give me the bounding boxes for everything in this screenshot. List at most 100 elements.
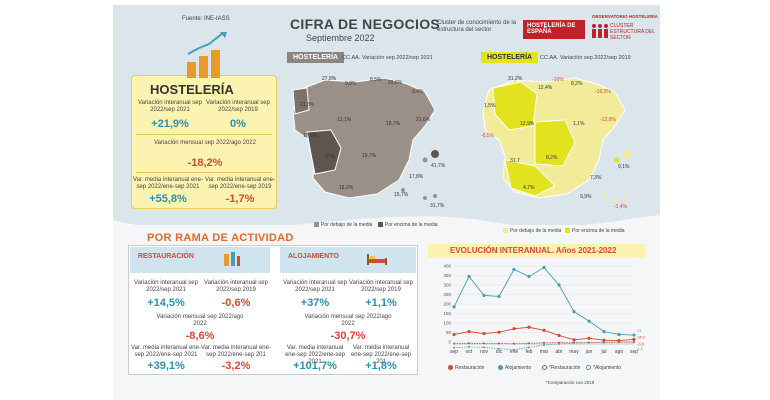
y-tick-label: 150 [443,311,451,316]
map1-region-label: 29,8% [388,80,403,86]
data-point [572,310,576,314]
rest-vs2019-label: Variación interanual sep 2022/sep 2019 [204,280,268,293]
data-point [467,330,471,334]
map2-region-label: 9,1% [618,164,630,170]
data-point [482,331,486,336]
y-tick-label: 200 [443,302,451,307]
legend-label: Restauración [455,365,485,371]
source-note: Fuente: INE-IASS [182,16,230,22]
wave-divider [113,215,660,250]
hosteleria-media-label: Var. media interanual ene-sep 2022/ene-s… [133,177,203,190]
map2-region-label: 7,3% [590,175,602,181]
end-value-label: 37 [637,328,642,333]
data-point [498,342,500,345]
legend-marker [542,365,547,371]
data-point [528,346,530,349]
data-point [543,341,545,344]
legend-label: *Alojamiento [593,365,622,371]
legend-label: Alojamiento [505,365,532,371]
map1-legend-below: Por debajo de la media [314,222,372,228]
data-point [513,342,515,345]
legend-item: *Alojamiento [586,365,621,371]
map2-region-label: 12,9% [520,121,535,127]
data-point [527,325,531,329]
rest-mensual-value: -8,6% [185,330,215,342]
hosteleria-media2019-value: -1,7% [225,193,255,205]
cluster-text: Cluster de conocimiento de la estructura… [437,20,517,33]
data-point [483,342,485,345]
rest-vs2019-value: -0,6% [221,297,251,309]
hosteleria-interanual-label: Variación interanual sep 2022/sep 2021 [138,100,202,113]
map1-region-label: 17,8% [409,174,424,180]
data-point [543,343,545,346]
data-point [453,342,455,345]
aloj-vs2019-value: +1,1% [365,297,397,309]
map2-caption: CC.AA. Variación sep 2022/sep 2019 [540,55,631,61]
data-point [602,330,606,334]
legend-swatch [378,222,383,228]
data-point [572,338,576,342]
map1-region-label: 19,7% [362,153,377,159]
hosteleria-vs2019-label: Variación interanual sep 2022/sep 2019 [206,100,270,113]
map1-region-label: 8,5% [370,77,382,83]
map1-region-label: 13,1% [337,117,352,123]
observatorio-cluster: CLUSTER ESTRUCTURA DEL SECTOR [610,23,655,41]
rest-interanual-value: +14,5% [147,297,185,309]
legend-label: Por encima de la media [385,222,438,228]
hosteleria-interanual-value: +21,9% [151,118,189,130]
legend-marker [448,365,453,371]
map1-region-label: 41,7% [431,163,446,169]
data-point [468,345,470,348]
coins-growth-icon [187,32,227,78]
data-point [632,333,636,337]
data-point [527,274,531,279]
hosteleria-mensual-label: Variación mensual sep 2022/ago 2022 [154,140,256,146]
restauracion-header: RESTAURACIÓN [130,247,270,273]
map2-region-label: 8,2% [571,81,583,87]
data-point [497,330,501,334]
aloj-media-value: +101,7% [293,360,337,372]
legend-swatch [565,228,570,234]
divider [136,134,272,135]
legend-item: Alojamiento [498,365,531,371]
rest-mensual-label: Variación mensual sep 2022/ago 2022 [156,314,244,327]
aloj-mensual-label: Variación mensual sep 2022/ago 2022 [304,314,392,327]
map1-region-label: 21,6% [416,117,431,123]
hosteleria-media-value: +55,8% [149,193,187,205]
x-tick-label: sep [450,349,458,355]
legend-swatch [314,222,319,228]
data-point [542,328,546,332]
map2-region-label: 4,7% [523,185,535,191]
data-point [557,283,561,287]
legend-marker [498,365,503,371]
data-point [512,267,516,272]
page-subtitle: Septiembre 2022 [306,33,375,43]
legend-item: Restauración [448,365,484,371]
data-point [617,332,621,337]
rest-media2019-value: -3,2% [221,360,251,372]
map2-legend-below: Por debajo de la media [503,228,561,234]
x-tick-label: mar [540,349,549,355]
map1-region-label: 21,3% [300,102,315,108]
line-chart: 0 50 100 150 200 250 300 350 400 sep oct nov dic ene f… [443,264,645,356]
alojamiento-header: ALOJAMIENTO [280,247,416,273]
data-point [482,293,486,298]
map1-caption: CC.AA. Variación sep 2022/sep 2021 [342,55,433,61]
x-tick-label: oct [466,349,473,355]
rest-media-label: Var. media interanual ene-sep 2022/ene-s… [131,345,201,358]
hosteleria-title: HOSTELERÍA [150,82,234,97]
data-point [587,319,591,323]
y-tick-label: 50 [446,330,452,335]
data-point [618,340,620,343]
x-tick-label: feb [526,349,533,355]
map1-tag: HOSTELERÍA [287,52,345,63]
data-point [558,343,560,345]
map2-region-label: 8,2% [546,155,558,161]
legend-label: *Restauración [549,365,581,371]
aloj-interanual-label: Variación interanual sep 2022/sep 2021 [283,280,347,293]
data-point [632,337,636,342]
data-point [483,346,485,349]
y-tick-label: 0 [448,340,451,345]
data-point [467,274,471,279]
